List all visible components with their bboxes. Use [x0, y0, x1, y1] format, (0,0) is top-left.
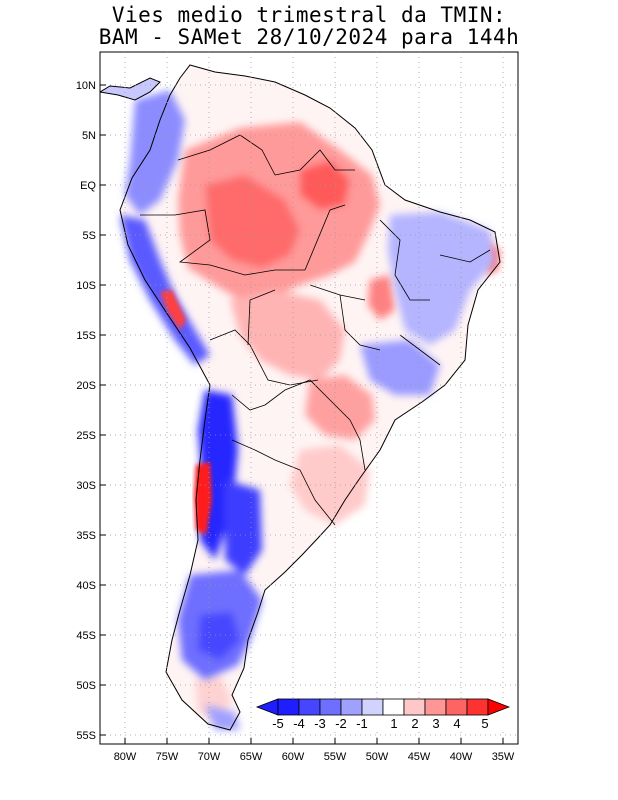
colorbar-label: 3 [432, 716, 439, 731]
cold-anomaly-colombia [125, 90, 185, 215]
axis-ticks [100, 84, 504, 744]
colorbar-label: -4 [293, 716, 305, 731]
colorbar-label: 5 [481, 716, 488, 731]
coastline [119, 64, 501, 731]
colorbar-swatch [298, 698, 321, 716]
lon-label: 65W [240, 751, 263, 763]
cold-anomaly-argentina [225, 480, 262, 575]
colorbar-swatch [361, 698, 384, 716]
central-america [100, 77, 161, 101]
colorbar-swatch [424, 698, 447, 716]
lon-label: 55W [324, 751, 347, 763]
lon-label: 80W [114, 751, 137, 763]
colorbar-label: -2 [335, 716, 347, 731]
warm-anomaly-patagonia [195, 675, 232, 720]
colorbar: -5 -4 -3 -2 -1 1 2 3 4 5 [254, 698, 516, 731]
cold-anomaly-patagonia-core [198, 612, 240, 660]
lat-label: 10N [76, 80, 96, 92]
warm-anomaly-central [230, 290, 345, 380]
colorbar-swatch [445, 698, 468, 716]
cold-anomaly-northeast [388, 212, 495, 345]
colorbar-label: 2 [411, 716, 418, 731]
warm-anomaly-chile-coast [194, 462, 212, 535]
lat-label: EQ [80, 180, 96, 192]
longitude-labels: 80W 75W 70W 65W 60W 55W 50W 45W 40W 35W [114, 751, 515, 763]
cold-anomaly-east [360, 340, 440, 395]
lat-label: 5S [83, 230, 96, 242]
lon-label: 75W [156, 751, 179, 763]
colorbar-swatch [403, 698, 426, 716]
map-title-line1: Vies medio trimestral da TMIN: [111, 3, 507, 27]
lat-label: 5N [82, 130, 96, 142]
colorbar-swatch [382, 698, 405, 716]
colorbar-swatch [277, 698, 300, 716]
lat-label: 30S [76, 480, 96, 492]
lat-label: 20S [76, 380, 96, 392]
colorbar-arrow-right [487, 698, 511, 716]
lat-label: 25S [76, 430, 96, 442]
warm-anomaly-peru-coast [160, 290, 186, 330]
lat-label: 15S [76, 330, 96, 342]
colorbar-label: 1 [390, 716, 397, 731]
warm-anomaly-mg [368, 275, 395, 320]
lat-label: 40S [76, 580, 96, 592]
cold-anomaly-ecuador-peru [120, 215, 210, 365]
anomaly-field [100, 64, 501, 731]
lon-label: 40W [450, 751, 473, 763]
lon-label: 70W [198, 751, 221, 763]
latitude-labels: 10N 5N EQ 5S 10S 15S 20S 25S 30S 35S 40S… [76, 80, 97, 742]
colorbar-swatch [319, 698, 342, 716]
colorbar-swatch [340, 698, 363, 716]
colorbar-label: 4 [453, 716, 460, 731]
lon-label: 50W [366, 751, 389, 763]
lon-label: 35W [492, 751, 515, 763]
lat-label: 45S [76, 630, 96, 642]
lat-label: 35S [76, 530, 96, 542]
colorbar-swatch [466, 698, 489, 716]
warm-anomaly-amazon-core [205, 175, 300, 268]
lat-label: 10S [76, 280, 96, 292]
colorbar-label: -3 [314, 716, 326, 731]
colorbar-label: -5 [272, 716, 284, 731]
map-title-line2: BAM - SAMet 28/10/2024 para 144h [98, 25, 520, 49]
lat-label: 50S [76, 680, 96, 692]
lon-label: 60W [282, 751, 305, 763]
lat-lon-grid [100, 52, 518, 744]
warm-anomaly-paraguay [305, 375, 375, 440]
cold-anomaly-south-tip [205, 705, 240, 730]
lat-label: 55S [76, 730, 96, 742]
colorbar-label: -1 [356, 716, 368, 731]
lon-label: 45W [408, 751, 431, 763]
